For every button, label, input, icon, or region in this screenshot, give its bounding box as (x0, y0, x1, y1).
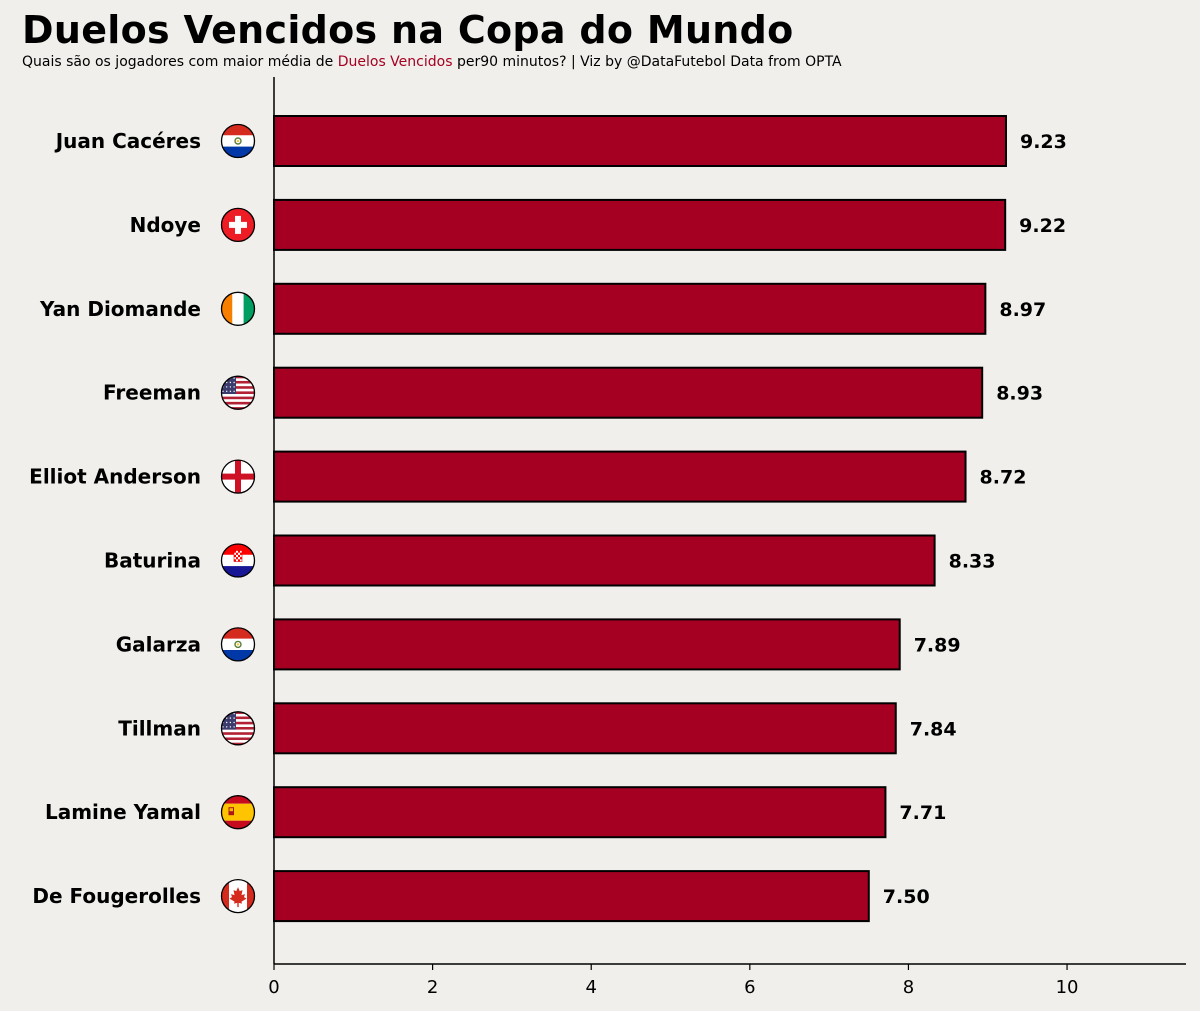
bar (273, 282, 987, 335)
player-label: Lamine Yamal (45, 800, 201, 824)
value-label: 7.50 (883, 886, 930, 908)
player-label: Ndoye (130, 213, 201, 237)
player-label: Baturina (104, 549, 201, 573)
bar (273, 198, 1007, 251)
x-tick-label: 0 (268, 977, 279, 998)
x-tick-label: 2 (427, 977, 438, 998)
england-flag-icon (220, 459, 256, 494)
subtitle-prefix: Quais são os jogadores com maior média d… (22, 54, 338, 70)
player-label: De Fougerolles (32, 884, 201, 908)
chart-subtitle: Quais são os jogadores com maior média d… (22, 54, 842, 70)
ivory-coast-flag-icon (220, 291, 256, 326)
value-label: 7.71 (899, 802, 946, 824)
bar (273, 534, 936, 587)
switzerland-flag-icon (220, 207, 256, 243)
chart-title: Duelos Vencidos na Copa do Mundo (22, 8, 794, 52)
player-label: Galarza (116, 632, 201, 656)
x-tick-label: 8 (903, 977, 914, 998)
usa-flag-icon (220, 375, 256, 410)
value-label: 9.22 (1019, 215, 1066, 237)
x-tick-label: 6 (744, 977, 755, 998)
spain-flag-icon (220, 795, 256, 830)
player-label: Yan Diomande (39, 297, 201, 321)
bar (273, 870, 870, 923)
canada-flag-icon (220, 878, 256, 914)
value-label: 8.72 (980, 467, 1027, 489)
bar (273, 450, 967, 503)
value-label: 8.33 (949, 551, 996, 573)
subtitle-suffix: per90 minutos? | Viz by @DataFutebol Dat… (452, 54, 842, 70)
value-label: 8.97 (999, 299, 1046, 321)
x-tick-label: 4 (585, 977, 596, 998)
player-label: Freeman (103, 381, 201, 405)
bar (273, 115, 1007, 167)
value-label: 7.84 (910, 718, 957, 740)
bar (273, 786, 887, 839)
player-label: Elliot Anderson (29, 465, 201, 489)
usa-flag-icon (220, 711, 256, 746)
bar (273, 702, 897, 755)
value-label: 9.23 (1020, 131, 1067, 153)
paraguay-flag-icon (220, 627, 256, 662)
player-label: Juan Cacéres (54, 129, 201, 153)
value-label: 8.93 (996, 383, 1043, 405)
croatia-flag-icon (220, 543, 256, 578)
x-tick-label: 10 (1056, 977, 1079, 998)
bar (273, 366, 984, 419)
value-label: 7.89 (914, 634, 961, 656)
paraguay-flag-icon (220, 123, 256, 159)
bar (273, 618, 901, 671)
subtitle-highlight: Duelos Vencidos (337, 54, 453, 70)
player-label: Tillman (118, 716, 201, 740)
